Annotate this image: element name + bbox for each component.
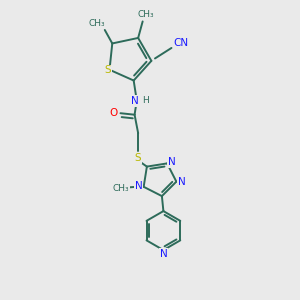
Text: N: N	[131, 96, 139, 106]
Text: N: N	[178, 177, 185, 187]
Text: N: N	[135, 181, 142, 191]
Text: S: S	[135, 153, 142, 163]
Text: H: H	[142, 96, 148, 105]
Text: O: O	[110, 108, 118, 118]
Text: CH₃: CH₃	[137, 10, 154, 19]
Text: N: N	[168, 157, 176, 167]
Text: CN: CN	[173, 38, 189, 48]
Text: CH₃: CH₃	[112, 184, 129, 193]
Text: N: N	[160, 249, 167, 259]
Text: CH₃: CH₃	[88, 20, 105, 28]
Text: S: S	[104, 65, 111, 75]
